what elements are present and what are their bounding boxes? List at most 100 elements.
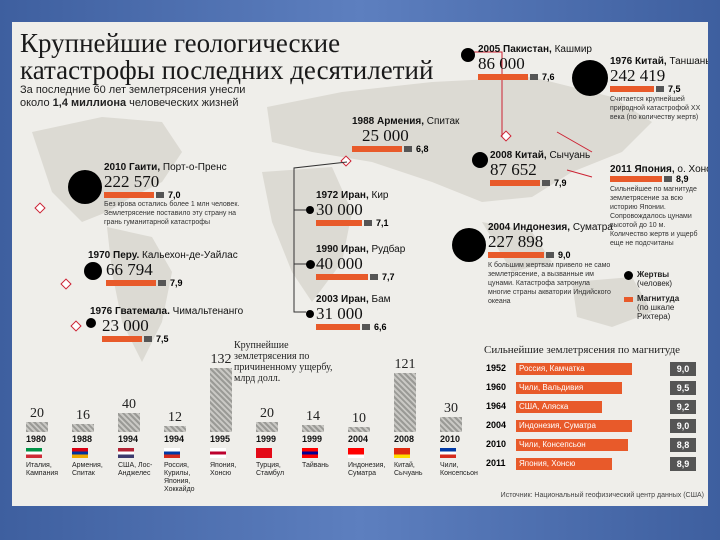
victims-circle-iran-1972 xyxy=(306,206,314,214)
damage-value: 10 xyxy=(352,411,366,426)
damage-country: Индонезия, Суматра xyxy=(348,462,386,477)
event-deaths: 30 000 xyxy=(316,200,363,219)
magnitude-year: 1964 xyxy=(486,401,507,411)
event-indonesia: 2004 Индонезия, Суматра 227 898 9,0 К бо… xyxy=(488,222,616,306)
event-place: Армения xyxy=(377,116,422,127)
magnitude-place: США, Аляска xyxy=(516,401,602,413)
damage-country: Италия, Кампания xyxy=(26,462,59,477)
damage-value: 12 xyxy=(168,410,182,425)
event-year: 1976 xyxy=(610,56,633,67)
damage-value: 14 xyxy=(306,409,320,424)
damage-country: Тайвань xyxy=(302,462,329,469)
magnitude-place: Чили, Вальдивия xyxy=(516,382,622,394)
damage-bar-8: 121 xyxy=(394,357,416,432)
damage-year: 2004 xyxy=(348,434,369,444)
event-china-2008: 2008 Китай, Сычуань 87 652 7,9 xyxy=(490,150,610,188)
legend-victims: Жертвы (человек) xyxy=(624,270,708,288)
legend-victims-sub: (человек) xyxy=(637,279,672,288)
magnitude-place: Япония, Хонсю xyxy=(516,458,612,470)
event-detail: Чимальтенанго xyxy=(172,306,244,317)
victims-circle-indonesia xyxy=(452,228,486,262)
flag-icon xyxy=(440,448,456,458)
event-iran-1972: 1972 Иран, Кир 30 000 7,1 xyxy=(316,190,416,228)
magnitude-table: 1952 Россия, Камчатка 9,0 1960 Чили, Вальдив… xyxy=(486,362,696,482)
event-haiti: 2010 Гаити, Порт-о-Пренс 222 570 7,0 Без… xyxy=(104,162,274,227)
damage-year: 1994 xyxy=(164,434,185,444)
event-detail: о. Хонсю xyxy=(677,164,708,175)
damage-bar-5: 20 xyxy=(256,406,278,432)
damage-bar-rect xyxy=(256,422,278,432)
magnitude-value: 8,9 xyxy=(670,457,696,471)
event-deaths: 40 000 xyxy=(316,254,363,273)
event-detail: Кир xyxy=(371,190,389,201)
event-bar: 7,1 xyxy=(316,218,416,228)
event-deaths: 242 419 xyxy=(610,66,666,85)
event-iran-1990: 1990 Иран, Рудбар 40 000 7,7 xyxy=(316,244,416,282)
event-bar: 9,0 xyxy=(488,250,616,260)
event-magnitude: 7,0 xyxy=(168,189,181,200)
event-place: Иран xyxy=(341,294,366,305)
event-place: Пакистан xyxy=(503,44,549,55)
damage-chart: 20 16 40 12 132 20 14 10 121 30 xyxy=(20,352,480,432)
event-note: К большим жертвам привело не само землет… xyxy=(488,262,611,305)
damage-bar-rect xyxy=(26,422,48,432)
event-bar: 7,7 xyxy=(316,272,416,282)
magnitude-row: 1960 Чили, Вальдивия 9,5 xyxy=(486,381,696,395)
damage-year: 1995 xyxy=(210,434,231,444)
magnitude-value: 9,0 xyxy=(670,419,696,433)
damage-bar-2: 40 xyxy=(118,397,140,432)
flag-icon xyxy=(210,448,226,458)
flag-icon xyxy=(26,448,42,458)
event-year: 1990 xyxy=(316,244,339,255)
event-place: Перу xyxy=(113,250,137,261)
magnitude-place: Россия, Камчатка xyxy=(516,363,632,375)
damage-country: Япония, Хонсю xyxy=(210,462,237,477)
flag-icon xyxy=(118,448,134,458)
event-detail: Рудбар xyxy=(371,244,406,255)
event-deaths: 66 794 xyxy=(106,260,153,279)
damage-country: Китай, Сычуань xyxy=(394,462,423,477)
event-place: Иран xyxy=(341,244,366,255)
damage-year: 1980 xyxy=(26,434,47,444)
damage-country: Чили, Консепсьон xyxy=(440,462,478,477)
event-note: Без крова остались более 1 млн человек. … xyxy=(104,201,240,226)
damage-value: 121 xyxy=(394,357,416,372)
event-year: 2010 xyxy=(104,162,127,173)
event-peru: 1970 Перу. Кальехон-де-Уайлас 66 794 7,9 xyxy=(88,250,238,288)
event-year: 2008 xyxy=(490,150,513,161)
flag-icon xyxy=(72,448,88,458)
damage-value: 16 xyxy=(76,408,90,423)
magnitude-place: Индонезия, Суматра xyxy=(516,420,632,432)
event-place: Иран xyxy=(341,190,366,201)
magnitude-row: 1952 Россия, Камчатка 9,0 xyxy=(486,362,696,376)
event-deaths: 31 000 xyxy=(316,304,363,323)
damage-country: США, Лос-Анджелес xyxy=(118,462,153,477)
magnitude-year: 2011 xyxy=(486,458,506,468)
event-detail: Кашмир xyxy=(554,44,592,55)
event-magnitude: 8,9 xyxy=(676,173,689,184)
event-magnitude: 6,6 xyxy=(374,321,387,332)
damage-value: 132 xyxy=(210,352,232,367)
event-deaths: 25 000 xyxy=(362,126,409,145)
legend-magnitude: Магнитуда (по шкале Рихтера) xyxy=(624,294,708,321)
event-japan: 2011 Япония, о. Хонсю 8,9 Сильнейшее по … xyxy=(610,164,708,248)
damage-value: 30 xyxy=(444,401,458,416)
event-magnitude: 6,8 xyxy=(416,143,429,154)
event-detail: Бам xyxy=(371,294,391,305)
victims-circle-iran-2003 xyxy=(306,310,314,318)
damage-bar-7: 10 xyxy=(348,411,370,432)
event-bar: 6,8 xyxy=(352,143,472,154)
magnitude-year: 1960 xyxy=(486,382,507,392)
magnitude-row: 2011 Япония, Хонсю 8,9 xyxy=(486,457,696,471)
legend-victims-label: Жертвы xyxy=(637,270,670,279)
magnitude-year: 2004 xyxy=(486,420,507,430)
event-deaths: 227 898 xyxy=(488,232,544,251)
event-detail: Таншань xyxy=(669,56,708,67)
damage-year: 1999 xyxy=(302,434,323,444)
infographic: Крупнейшие геологические катастрофы посл… xyxy=(12,22,708,506)
page-title: Крупнейшие геологические катастрофы посл… xyxy=(20,28,434,85)
event-note: Сильнейшее по магнитуде землетрясение за… xyxy=(610,186,698,247)
event-detail: Порт-о-Пренс xyxy=(162,162,227,173)
damage-bar-rect xyxy=(72,424,94,432)
event-place: Гаити xyxy=(129,162,158,173)
